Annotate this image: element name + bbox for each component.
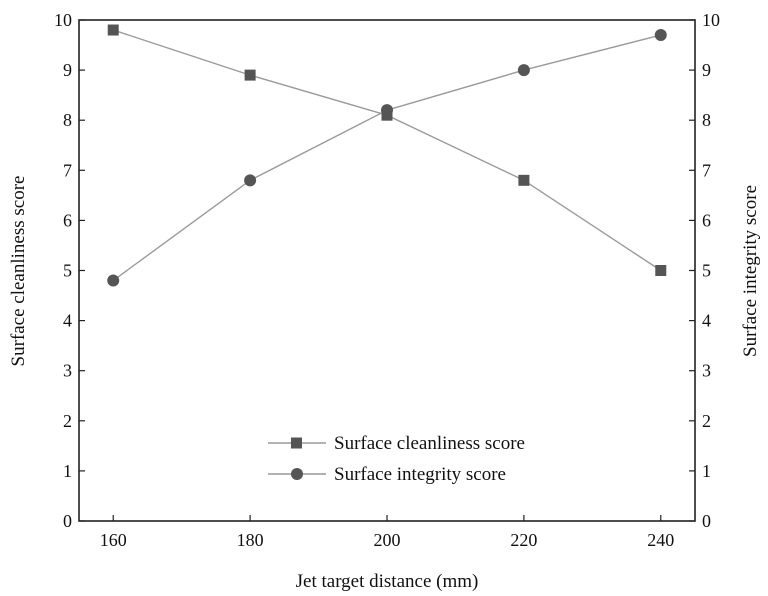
- legend-circle-marker: [291, 468, 303, 480]
- right-y-tick-label: 1: [702, 461, 711, 481]
- cleanliness-point: [518, 174, 530, 186]
- left-y-tick-label: 8: [63, 110, 72, 130]
- left-y-tick-label: 2: [63, 411, 72, 431]
- series-line-cleanliness: [113, 29, 662, 272]
- left-y-tick-label: 1: [63, 461, 72, 481]
- integrity-point: [381, 104, 393, 117]
- left-y-tick-label: 9: [63, 60, 72, 80]
- right-y-tick-label: 9: [702, 60, 711, 80]
- legend: Surface cleanliness score Surface integr…: [268, 433, 525, 485]
- left-y-tick-label: 10: [54, 10, 72, 30]
- right-y-axis: 0 1 2 3 4 5 6 7 8 9 10: [689, 10, 720, 531]
- x-axis-label: Jet target distance (mm): [296, 571, 479, 592]
- cleanliness-point: [107, 24, 119, 36]
- left-y-axis: 0 1 2 3 4 5 6 7 8 9 10: [54, 10, 85, 531]
- right-y-tick-label: 8: [702, 110, 711, 130]
- integrity-point: [517, 64, 530, 77]
- right-y-tick-label: 4: [702, 311, 711, 331]
- left-y-tick-label: 0: [63, 511, 72, 531]
- x-tick-label: 180: [237, 530, 264, 550]
- integrity-point: [244, 174, 257, 187]
- left-y-tick-label: 4: [63, 311, 72, 331]
- right-y-tick-label: 3: [702, 361, 711, 381]
- x-tick-label: 200: [374, 530, 401, 550]
- right-y-tick-label: 7: [702, 160, 711, 180]
- series-layer: [107, 24, 667, 287]
- right-y-tick-label: 10: [702, 10, 720, 30]
- left-y-tick-label: 6: [63, 210, 72, 230]
- cleanliness-point: [655, 265, 667, 276]
- right-y-axis-label: Surface integrity score: [740, 185, 761, 357]
- x-tick-label: 160: [100, 530, 127, 550]
- integrity-point: [654, 29, 667, 42]
- x-tick-label: 220: [510, 530, 537, 550]
- left-y-axis-label: Surface cleanliness score: [8, 176, 29, 367]
- left-y-tick-label: 3: [63, 361, 72, 381]
- x-axis: 160 180 200 220 240: [100, 515, 674, 550]
- x-tick-label: 240: [647, 530, 674, 550]
- right-y-tick-label: 2: [702, 411, 711, 431]
- left-y-tick-label: 5: [63, 261, 72, 281]
- integrity-point: [107, 274, 120, 287]
- legend-square-marker: [291, 437, 302, 449]
- right-y-tick-label: 5: [702, 261, 711, 281]
- right-y-tick-label: 6: [702, 210, 711, 230]
- left-y-tick-label: 7: [63, 160, 72, 180]
- series-line-integrity: [112, 34, 661, 282]
- right-y-tick-label: 0: [702, 511, 711, 531]
- cleanliness-point: [244, 69, 256, 81]
- legend-label-cleanliness: Surface cleanliness score: [334, 433, 525, 454]
- legend-label-integrity: Surface integrity score: [334, 464, 506, 485]
